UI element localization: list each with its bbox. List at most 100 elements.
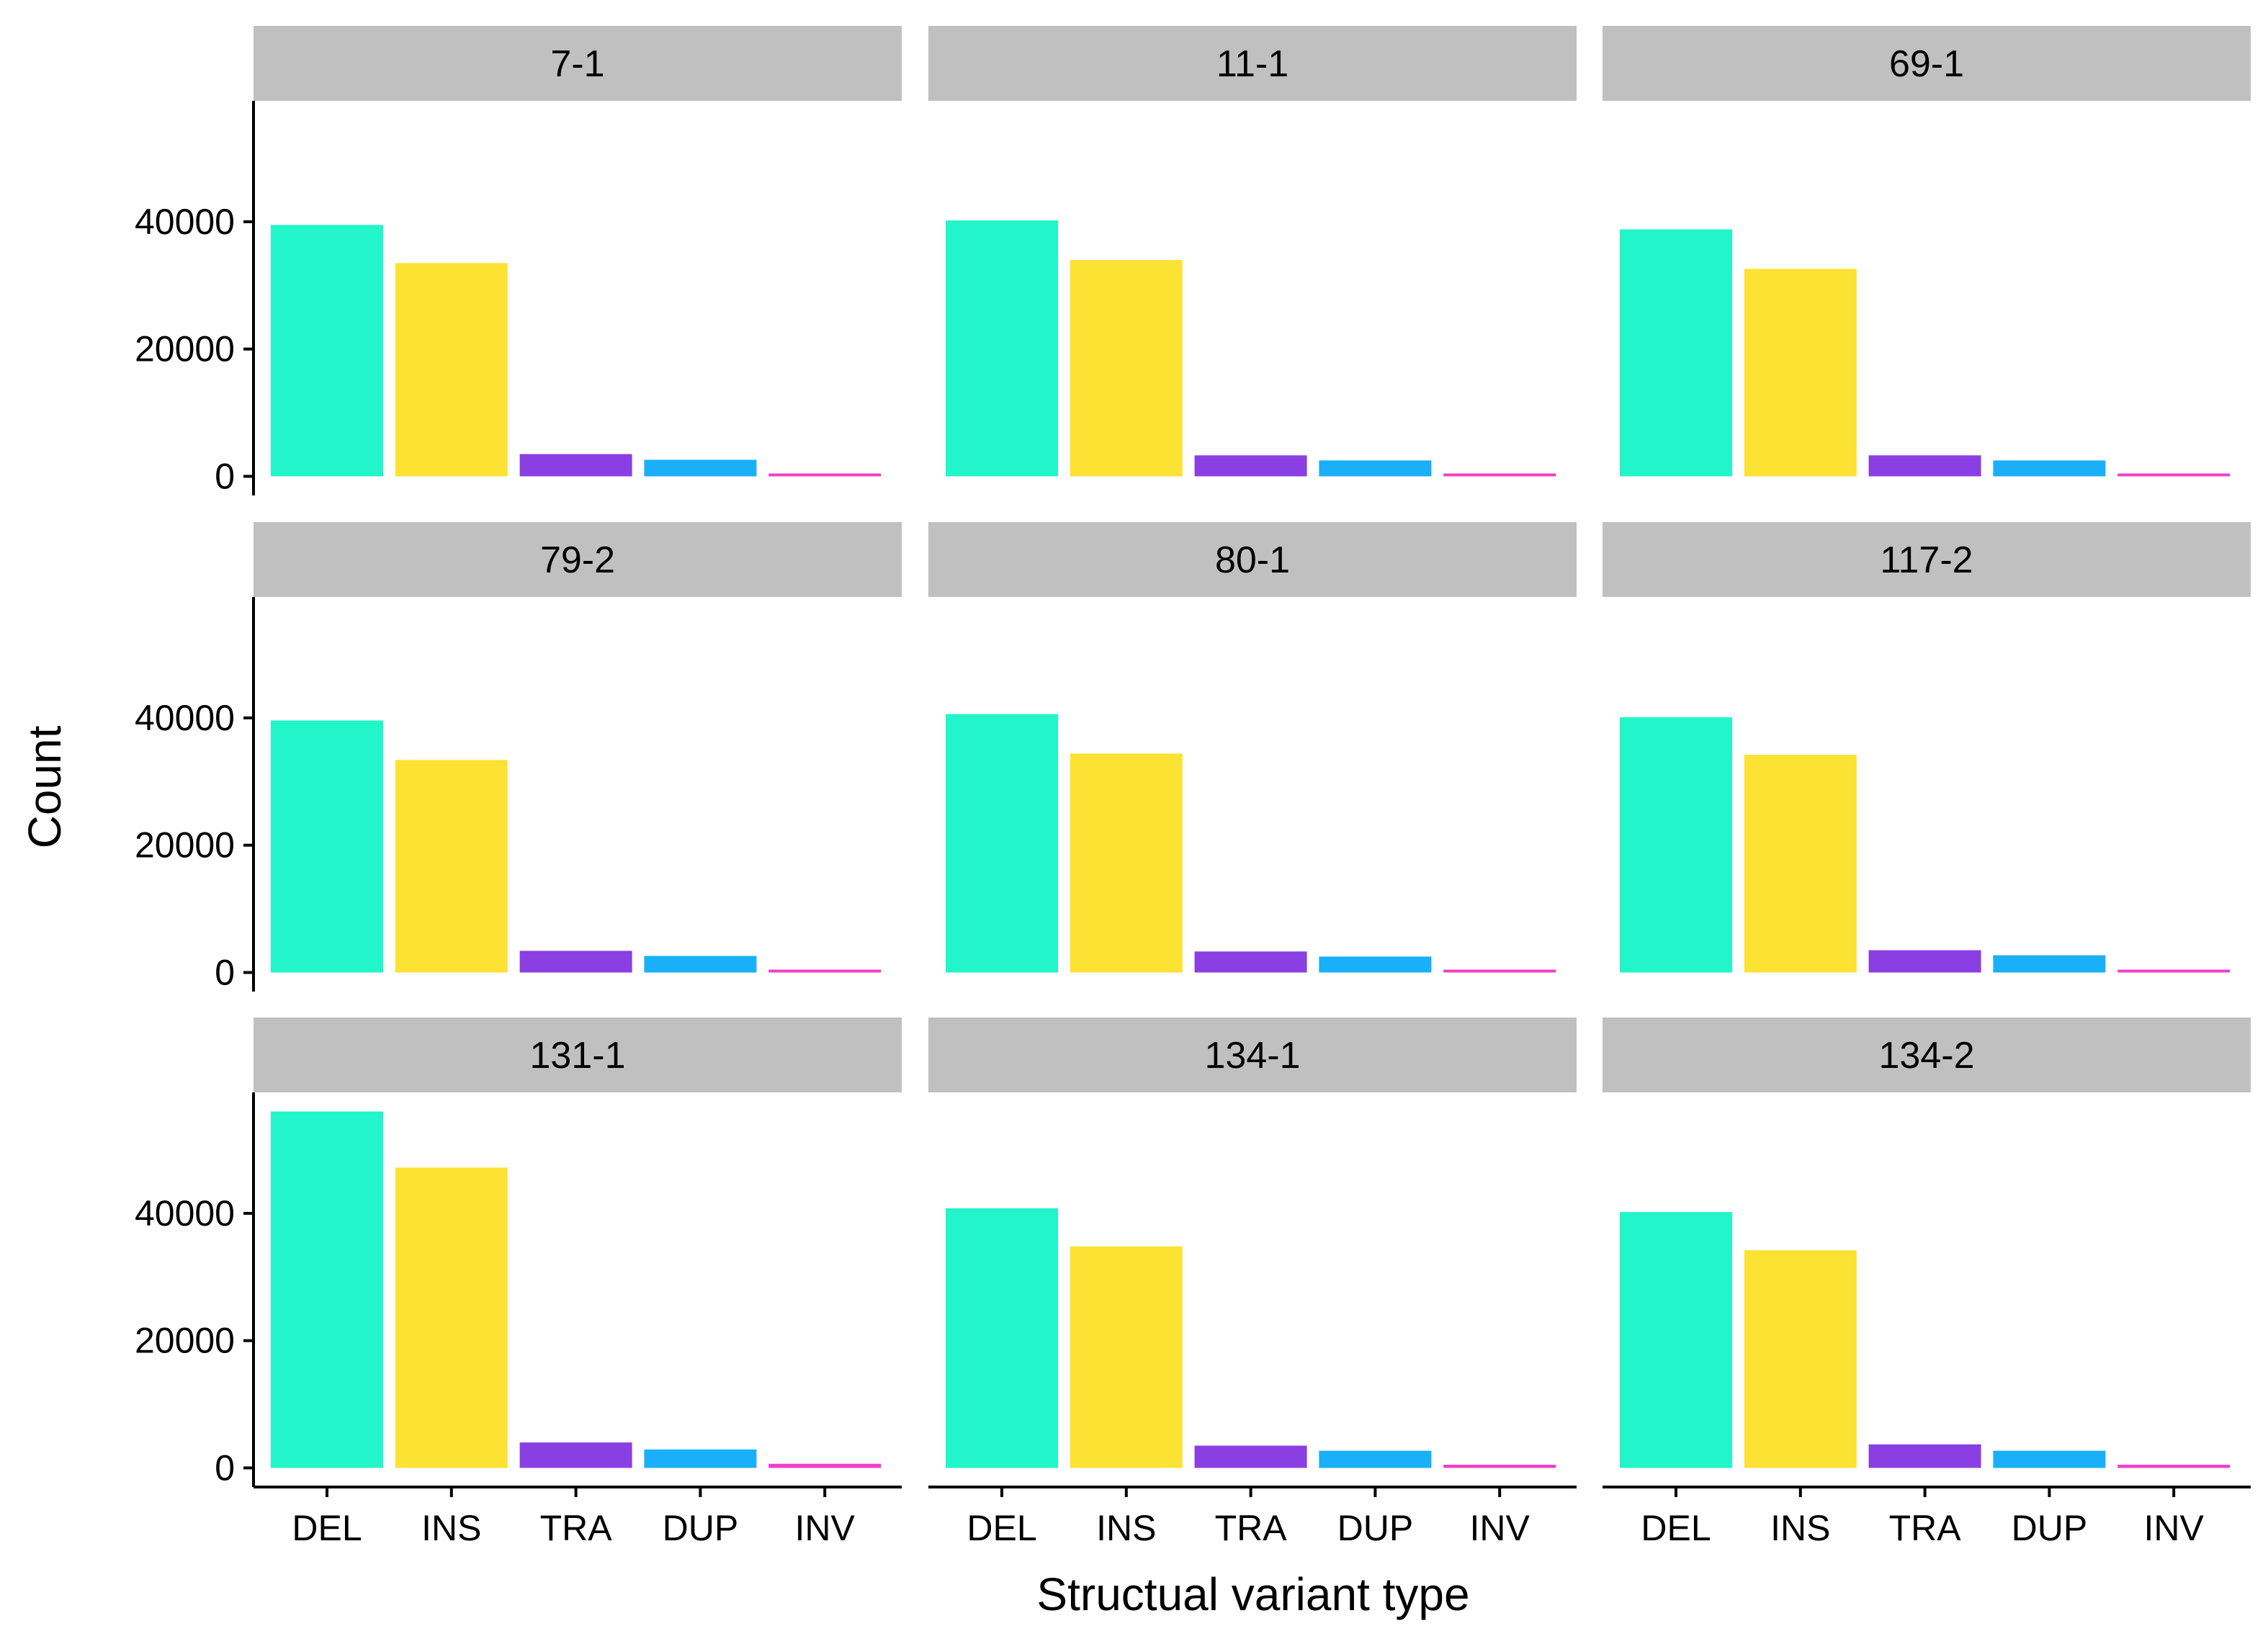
bar-dup — [644, 1449, 757, 1468]
bar-inv — [1443, 473, 1556, 477]
bar-inv — [768, 473, 882, 477]
facet-strip — [254, 26, 902, 101]
x-tick-label: DEL — [1641, 1508, 1711, 1548]
y-tick-label: 40000 — [135, 1193, 235, 1234]
x-axis-title: Structual variant type — [1036, 1568, 1469, 1620]
y-tick-label: 0 — [215, 1447, 235, 1488]
x-tick-label: INS — [1096, 1508, 1156, 1548]
y-tick-label: 20000 — [135, 825, 235, 866]
facet-strip-label: 134-1 — [1205, 1035, 1301, 1077]
x-tick-label: DUP — [2012, 1508, 2088, 1548]
y-tick-label: 40000 — [135, 202, 235, 242]
x-tick-label: INV — [1470, 1508, 1530, 1548]
bar-del — [271, 225, 383, 477]
bar-del — [1620, 717, 1732, 973]
bar-inv — [2117, 1465, 2231, 1468]
bar-inv — [768, 1463, 882, 1468]
bar-del — [1620, 229, 1732, 477]
bar-tra — [1868, 950, 1981, 973]
facet-strip-label: 134-2 — [1879, 1035, 1975, 1077]
bar-tra — [1194, 951, 1307, 973]
facet-panel-134-1: 134-1 DEL INS TRA DUP INV — [928, 1018, 1577, 1548]
bar-tra — [519, 1442, 632, 1468]
y-tick-label: 0 — [215, 952, 235, 992]
x-tick-label: DUP — [663, 1508, 739, 1548]
facet-strip-label: 11-1 — [1216, 43, 1288, 85]
facet-panel-11-1: 11-1 — [928, 26, 1577, 477]
bar-del — [946, 1208, 1058, 1468]
bar-tra — [1194, 1445, 1307, 1468]
bar-del — [946, 714, 1058, 973]
bar-ins — [1744, 269, 1857, 477]
facet-strip-label: 131-1 — [530, 1035, 626, 1077]
bar-tra — [1868, 455, 1981, 477]
bar-del — [271, 1111, 383, 1468]
facet-panel-131-1: 131-1 0 20000 40000 DEL INS TRA DUP INV — [135, 1018, 902, 1548]
bar-dup — [1993, 1450, 2106, 1468]
bar-dup — [1319, 1450, 1432, 1468]
bar-tra — [1194, 455, 1307, 477]
facet-strip-label: 79-2 — [540, 539, 615, 581]
bar-dup — [644, 956, 757, 973]
facet-strip — [1603, 1018, 2251, 1092]
bar-ins — [395, 1167, 508, 1468]
bar-dup — [1993, 955, 2106, 973]
y-tick-label: 20000 — [135, 329, 235, 369]
x-tick-label: INS — [1770, 1508, 1830, 1548]
y-tick-label: 20000 — [135, 1321, 235, 1361]
bar-ins — [1744, 1250, 1857, 1468]
facet-strip — [1603, 26, 2251, 101]
facet-strip — [254, 522, 902, 597]
facet-strip — [928, 1018, 1577, 1092]
bar-del — [1620, 1212, 1732, 1468]
bar-inv — [1443, 969, 1556, 973]
facet-panel-117-2: 117-2 — [1603, 522, 2251, 973]
bar-dup — [1319, 460, 1432, 477]
x-tick-label: TRA — [540, 1508, 613, 1548]
bar-del — [946, 220, 1058, 477]
x-tick-label: INS — [421, 1508, 481, 1548]
bar-inv — [2117, 969, 2231, 973]
x-tick-label: TRA — [1889, 1508, 1962, 1548]
bar-inv — [2117, 473, 2231, 477]
x-tick-label: TRA — [1215, 1508, 1288, 1548]
bar-ins — [1744, 755, 1857, 973]
y-tick-label: 40000 — [135, 698, 235, 738]
facet-panel-7-1: 7-1 0 20000 40000 — [135, 26, 902, 496]
x-tick-label: DUP — [1337, 1508, 1414, 1548]
facet-strip-label: 117-2 — [1880, 539, 1973, 581]
bar-ins — [1070, 259, 1183, 477]
bar-dup — [644, 459, 757, 477]
bar-dup — [1993, 460, 2106, 477]
x-tick-label: DEL — [292, 1508, 362, 1548]
facet-strip-label: 80-1 — [1215, 539, 1290, 581]
x-tick-label: INV — [2144, 1508, 2205, 1548]
x-tick-label: INV — [795, 1508, 856, 1548]
bar-tra — [1868, 1444, 1981, 1468]
bar-inv — [768, 969, 882, 973]
facet-panel-69-1: 69-1 — [1603, 26, 2251, 477]
facet-strip — [254, 1018, 902, 1092]
bar-ins — [395, 263, 508, 477]
bar-ins — [1070, 753, 1183, 973]
facet-panel-79-2: 79-2 0 20000 40000 — [135, 522, 902, 992]
bar-ins — [1070, 1246, 1183, 1468]
bar-tra — [519, 951, 632, 973]
bar-inv — [1443, 1465, 1556, 1468]
y-axis-title: Count — [19, 725, 71, 848]
bar-dup — [1319, 956, 1432, 973]
facet-strip-label: 69-1 — [1889, 43, 1964, 85]
facet-strip — [1603, 522, 2251, 597]
facet-panels: 7-1 0 20000 40000 11-1 69-1 79-2 0 20000 40000 80-… — [135, 26, 2251, 1548]
facet-strip — [928, 26, 1577, 101]
bar-ins — [395, 760, 508, 973]
facet-strip — [928, 522, 1577, 597]
bar-tra — [519, 454, 632, 477]
facet-panel-134-2: 134-2 DEL INS TRA DUP INV — [1603, 1018, 2251, 1548]
bar-del — [271, 720, 383, 973]
facet-panel-80-1: 80-1 — [928, 522, 1577, 973]
facet-strip-label: 7-1 — [550, 43, 604, 85]
x-tick-label: DEL — [967, 1508, 1036, 1548]
y-tick-label: 0 — [215, 456, 235, 496]
